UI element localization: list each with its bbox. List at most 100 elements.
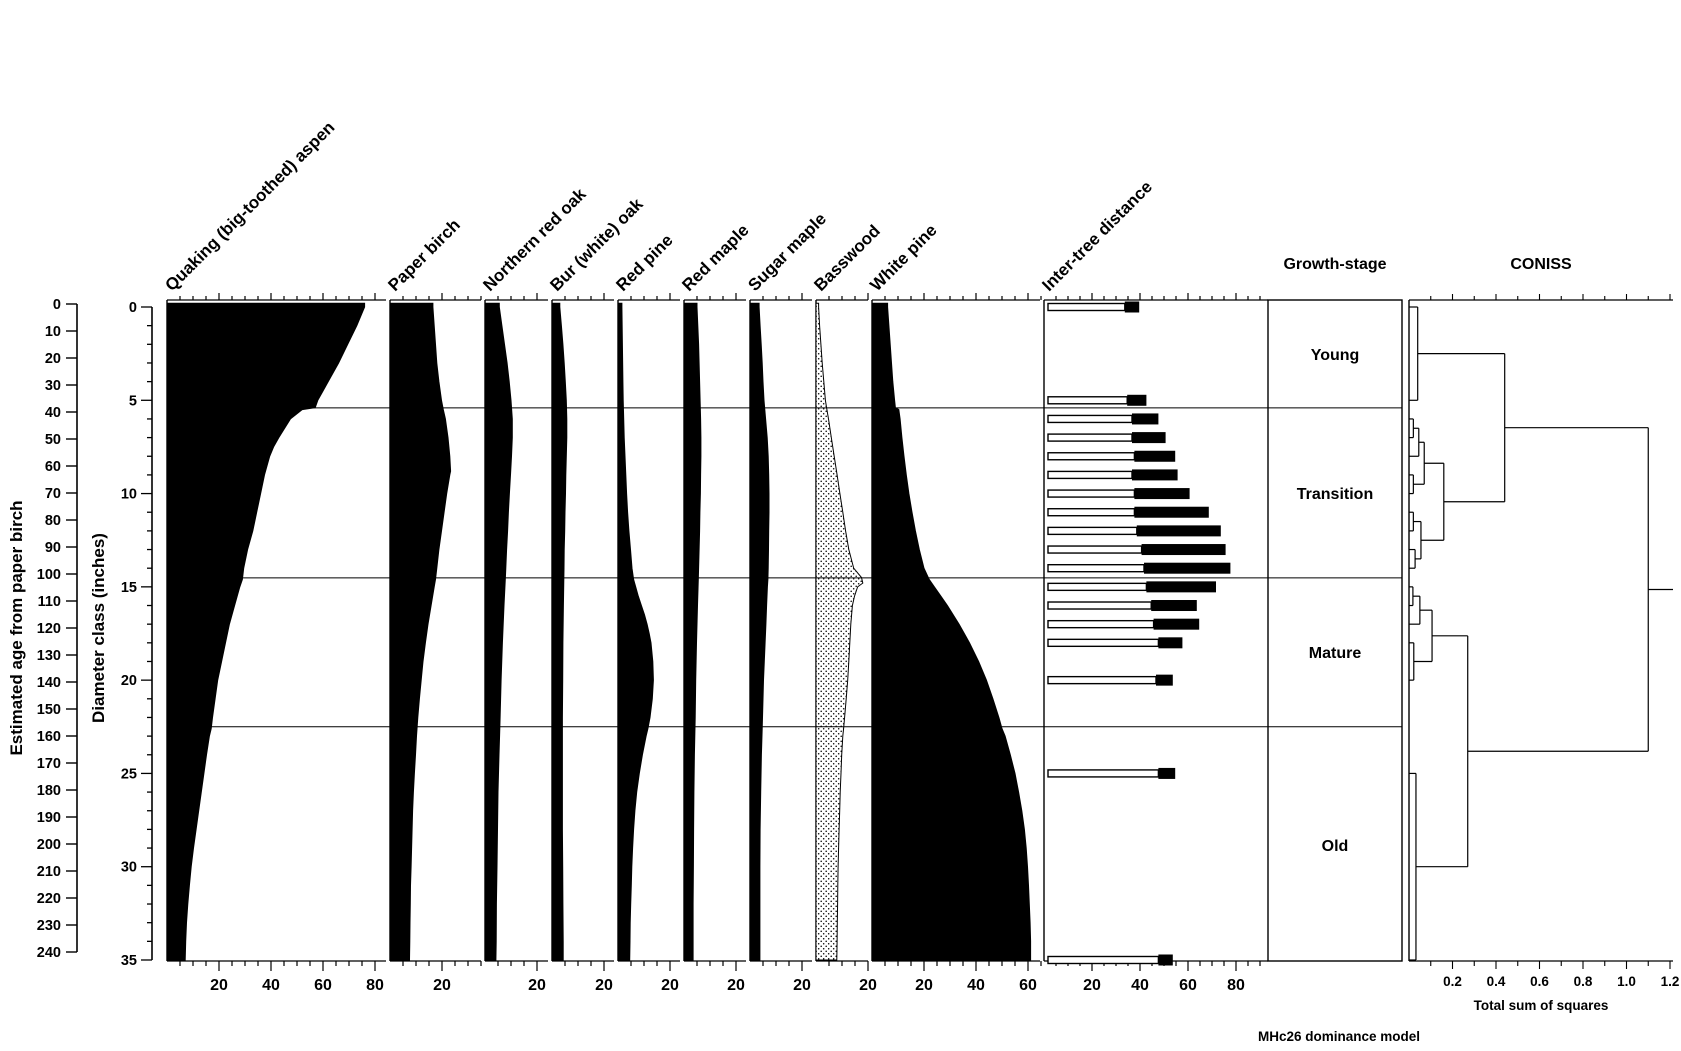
depth-axis-tick-label: 35	[121, 953, 137, 969]
age-axis-tick-label: 220	[37, 891, 61, 907]
intertree-bar-tip	[1132, 432, 1166, 444]
zone-label-young: Young	[1311, 347, 1360, 364]
northern-red-oak-silhouette	[484, 302, 513, 961]
northern-red-oak-tick-label: 20	[528, 977, 546, 994]
coniss-tick-label: 1.2	[1661, 974, 1680, 989]
intertree-tick-label: 40	[1131, 977, 1149, 994]
chart-render: 0102030405060708090100110120130140150160…	[37, 118, 1680, 994]
red-maple-silhouette	[683, 302, 702, 961]
intertree-bar-tip	[1124, 301, 1140, 313]
intertree-bar-inner	[1047, 470, 1133, 480]
chart-footer: MHc26 dominance model	[1258, 1029, 1420, 1044]
intertree-bar-inner	[1047, 601, 1152, 610]
age-axis-tick-label: 240	[37, 945, 61, 961]
growth-stage-box	[1267, 299, 1403, 962]
intertree-bar-inner	[1047, 508, 1136, 517]
intertree-bar-inner	[1047, 955, 1160, 965]
age-axis-tick-label: 150	[37, 702, 61, 718]
intertree-bar-inner	[1047, 452, 1136, 461]
aspen-tick-label: 40	[262, 977, 280, 994]
depth-axis-tick-label: 30	[121, 860, 137, 876]
paper-birch-silhouette	[389, 302, 452, 961]
intertree-bar-inner	[1047, 396, 1128, 405]
depth-axis-tick-label: 15	[121, 580, 137, 596]
age-axis-tick-label: 90	[45, 540, 61, 556]
zone-label-transition: Transition	[1297, 486, 1373, 503]
depth-axis-tick-label: 10	[121, 487, 137, 503]
aspen-silhouette	[166, 302, 366, 961]
intertree-bar-tip	[1158, 954, 1173, 966]
intertree-bar-inner	[1047, 769, 1160, 778]
red-pine-tick-label: 20	[661, 977, 679, 994]
intertree-tick-label: 20	[1083, 977, 1101, 994]
intertree-bar-inner	[1047, 302, 1126, 312]
intertree-bar-tip	[1134, 506, 1209, 518]
coniss-tick-label: 0.8	[1574, 974, 1593, 989]
red-pine-header: Red pine	[612, 231, 676, 295]
paper-birch-header: Paper birch	[384, 215, 464, 295]
coniss-tick-label: 0.4	[1487, 974, 1506, 989]
intertree-bar-inner	[1047, 489, 1136, 498]
zone-label-old: Old	[1322, 838, 1349, 855]
coniss-axis-label: Total sum of squares	[1474, 998, 1609, 1013]
age-axis-tick-label: 130	[37, 648, 61, 664]
age-axis-tick-label: 200	[37, 837, 61, 853]
red-maple-header: Red maple	[678, 221, 752, 295]
coniss-title: CONISS	[1510, 256, 1572, 273]
basswood-tick-label: 20	[859, 977, 877, 994]
depth-axis-title: Diameter class (inches)	[89, 533, 108, 723]
age-axis-tick-label: 160	[37, 729, 61, 745]
coniss-tick-label: 0.2	[1443, 974, 1462, 989]
age-axis-tick-label: 20	[45, 351, 61, 367]
intertree-bar-tip	[1134, 488, 1190, 500]
intertree-bar-tip	[1144, 562, 1231, 574]
age-axis-tick-label: 60	[45, 459, 61, 475]
white-pine-tick-label: 40	[967, 977, 985, 994]
intertree-bar-inner	[1047, 582, 1148, 592]
growth-stage-title: Growth-stage	[1283, 256, 1386, 273]
age-axis-tick-label: 140	[37, 675, 61, 691]
intertree-bar-tip	[1146, 581, 1216, 593]
age-axis-tick-label: 170	[37, 756, 61, 772]
intertree-bar-tip	[1132, 469, 1178, 481]
red-pine-silhouette	[617, 302, 654, 961]
intertree-bar-inner	[1047, 638, 1160, 648]
bur-oak-tick-label: 20	[595, 977, 613, 994]
intertree-bar-tip	[1136, 525, 1221, 537]
age-axis-tick-label: 10	[45, 324, 61, 340]
aspen-tick-label: 20	[210, 977, 228, 994]
intertree-bar-tip	[1151, 600, 1197, 612]
white-pine-silhouette	[871, 302, 1032, 961]
paper-birch-tick-label: 20	[433, 977, 451, 994]
age-axis-tick-label: 190	[37, 810, 61, 826]
intertree-bar-tip	[1141, 544, 1226, 556]
intertree-bar-tip	[1153, 618, 1200, 630]
intertree-bar-tip	[1127, 394, 1147, 406]
age-axis-tick-label: 110	[38, 594, 61, 610]
age-axis-title: Estimated age from paper birch	[7, 500, 26, 755]
depth-axis-tick-label: 20	[121, 673, 137, 689]
age-axis-tick-label: 120	[37, 621, 61, 637]
age-axis-tick-label: 180	[37, 783, 61, 799]
white-pine-tick-label: 20	[915, 977, 933, 994]
depth-axis-tick-label: 0	[129, 300, 137, 316]
white-pine-tick-label: 60	[1019, 977, 1037, 994]
age-axis-tick-label: 210	[37, 864, 61, 880]
intertree-tick-label: 60	[1179, 977, 1197, 994]
age-axis-tick-label: 70	[45, 486, 61, 502]
zone-label-mature: Mature	[1309, 645, 1362, 662]
bur-oak-silhouette	[551, 302, 568, 961]
intertree-bar-inner	[1047, 619, 1155, 629]
intertree-bar-tip	[1134, 450, 1176, 462]
red-maple-tick-label: 20	[727, 977, 745, 994]
depth-axis-tick-label: 25	[121, 766, 137, 782]
sugar-maple-tick-label: 20	[793, 977, 811, 994]
intertree-tick-label: 80	[1227, 977, 1245, 994]
intertree-bar-inner	[1047, 526, 1138, 536]
intertree-bar-tip	[1158, 637, 1183, 649]
age-axis-tick-label: 100	[37, 567, 61, 583]
age-axis-tick-label: 40	[45, 405, 61, 421]
age-axis-tick-label: 230	[37, 918, 61, 934]
intertree-bar-tip	[1158, 767, 1176, 779]
